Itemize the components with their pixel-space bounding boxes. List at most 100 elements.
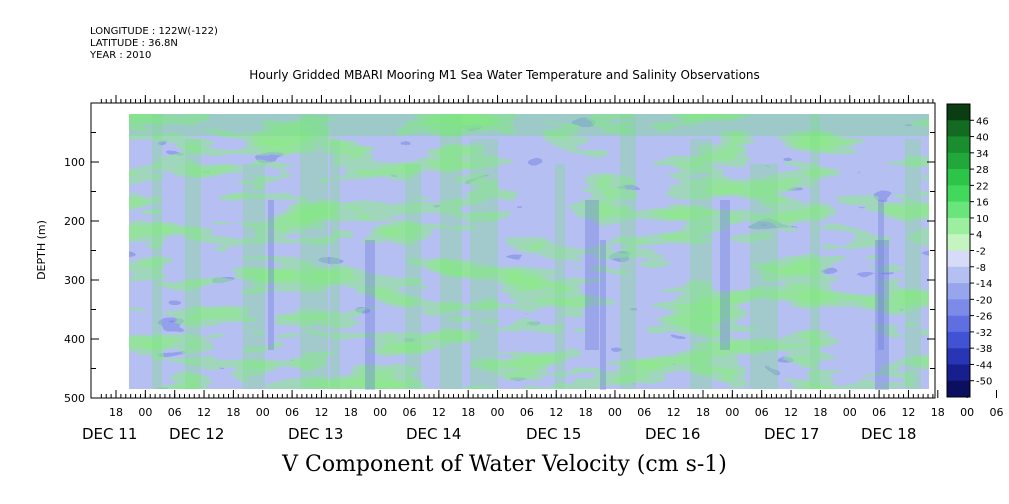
x-hour-label: 12 (197, 406, 211, 419)
colorbar-label: 28 (976, 165, 989, 176)
x-hour-label: 00 (373, 406, 387, 419)
green-streak (330, 139, 340, 389)
colorbar-swatch (947, 315, 970, 333)
x-axis: 18 00 06 12 18 00 06 12 18 00 06 12 18 00 06 12 18 00 06 12… (82, 390, 1004, 443)
y-tick-label: 200 (64, 215, 85, 228)
longitude-label: LONGITUDE : 122W(-122) (90, 26, 218, 37)
x-hour-label: 12 (549, 406, 563, 419)
colorbar-swatch (947, 348, 970, 365)
blue-streak (268, 200, 274, 350)
colorbar-label: -26 (976, 312, 992, 323)
green-streak (152, 114, 162, 389)
green-streak (440, 114, 462, 389)
x-day-label: DEC 12 (169, 425, 224, 443)
colorbar-label: -14 (976, 279, 992, 290)
colorbar-label: -8 (976, 263, 986, 274)
colorbar-swatch (947, 331, 970, 349)
x-hour-label: 18 (226, 406, 240, 419)
colorbar-label: 22 (976, 181, 989, 192)
colorbar-swatch (947, 152, 970, 170)
heatmap-green-patches (129, 114, 929, 389)
x-day-label: DEC 18 (861, 425, 916, 443)
x-hour-label: 00 (608, 406, 622, 419)
green-streak (405, 164, 421, 389)
green-streak (750, 164, 778, 389)
colorbar-swatch (947, 234, 970, 251)
x-hour-label: 06 (168, 406, 182, 419)
x-hour-label: 06 (990, 406, 1004, 419)
chart-title: Hourly Gridded MBARI Mooring M1 Sea Wate… (0, 68, 1009, 82)
green-streak (470, 139, 498, 389)
blue-streak (600, 240, 606, 390)
y-tick-label: 300 (64, 274, 85, 287)
x-hour-label: 06 (403, 406, 417, 419)
latitude-label: LATITUDE : 36.8N (90, 38, 178, 49)
x-day-label: DEC 15 (526, 425, 581, 443)
colorbar-swatch (947, 283, 970, 300)
colorbar-swatch (947, 104, 970, 121)
blue-streak (875, 240, 889, 390)
green-streak (300, 114, 328, 389)
x-hour-label: 06 (872, 406, 886, 419)
x-hour-label: 18 (344, 406, 358, 419)
x-hour-label: 06 (285, 406, 299, 419)
chart-title-text: Hourly Gridded MBARI Mooring M1 Sea Wate… (249, 68, 760, 82)
x-hour-label: 18 (461, 406, 475, 419)
y-tick-label: 400 (64, 333, 85, 346)
colorbar-label: 40 (976, 133, 989, 144)
green-streak (185, 139, 201, 389)
x-hour-label: 06 (637, 406, 651, 419)
green-streak (243, 164, 265, 389)
colorbar-swatch (947, 120, 970, 137)
x-day-label: DEC 11 (82, 425, 137, 443)
colorbar-label: -32 (976, 328, 992, 339)
x-hour-label: 18 (813, 406, 827, 419)
colorbar-label: 34 (976, 149, 989, 160)
year-label: YEAR : 2010 (90, 50, 152, 61)
x-hour-label: 18 (696, 406, 710, 419)
colorbar-swatch (947, 299, 970, 316)
colorbar-swatch (947, 380, 970, 398)
colorbar-swatch (947, 201, 970, 219)
green-streak (620, 114, 636, 389)
x-day-label: DEC 14 (406, 425, 461, 443)
x-hour-label: 18 (579, 406, 593, 419)
blue-streak (585, 200, 599, 350)
x-hour-label: 18 (109, 406, 123, 419)
y-axis: 100 200 300 400 500 (64, 102, 935, 405)
colorbar-label: -50 (976, 377, 992, 388)
x-hour-label: 12 (667, 406, 681, 419)
colorbar-label: 46 (976, 116, 989, 127)
colorbar-label: -38 (976, 344, 992, 355)
green-streak (905, 139, 921, 389)
x-hour-label: 12 (314, 406, 328, 419)
x-hour-label: 00 (491, 406, 505, 419)
x-hour-label: 00 (256, 406, 270, 419)
colorbar-label: -20 (976, 295, 992, 306)
surface-band (129, 114, 929, 136)
x-hour-label: 18 (931, 406, 945, 419)
blue-streak (878, 200, 884, 350)
x-day-label: DEC 17 (764, 425, 819, 443)
x-hour-label: 12 (784, 406, 798, 419)
x-hour-label: 00 (960, 406, 974, 419)
x-day-label: DEC 13 (288, 425, 343, 443)
colorbar: 46 40 34 28 22 16 10 4 -2 -8 -14 -20 -26 -32 -38 -44 -50 (946, 103, 992, 398)
green-streak (690, 139, 712, 389)
colorbar-swatch (947, 136, 970, 154)
blue-streak (365, 240, 375, 390)
x-hour-label: 00 (725, 406, 739, 419)
colorbar-label: 16 (976, 198, 989, 209)
x-hour-label: 06 (755, 406, 769, 419)
x-hour-label: 00 (138, 406, 152, 419)
heatmap-streaks (129, 114, 929, 390)
x-day-label: DEC 16 (645, 425, 700, 443)
x-hour-label: 12 (901, 406, 915, 419)
y-tick-label: 100 (64, 156, 85, 169)
top-axis-ticks (100, 95, 934, 103)
x-axis-label: V Component of Water Velocity (cm s-1) (282, 452, 727, 477)
colorbar-swatch (947, 266, 970, 284)
colorbar-label: 4 (976, 230, 982, 241)
colorbar-swatch (947, 250, 970, 268)
